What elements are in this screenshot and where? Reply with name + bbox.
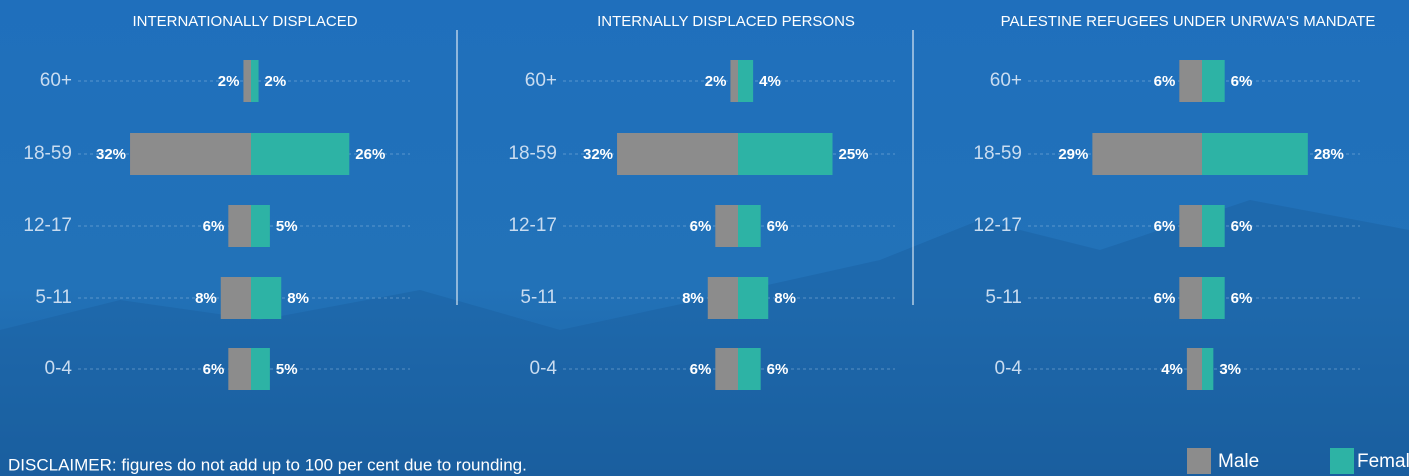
category-label: 0-4 — [45, 358, 73, 379]
data-label: 8% — [287, 290, 309, 307]
data-label: 6% — [1231, 218, 1253, 235]
bar — [708, 277, 738, 319]
category-label: 5-11 — [985, 287, 1022, 308]
data-label: 6% — [1231, 73, 1253, 90]
panel-title: PALESTINE REFUGEES UNDER UNRWA'S MANDATE — [1001, 13, 1376, 30]
data-label: 28% — [1314, 146, 1344, 163]
legend-label: Male — [1218, 451, 1259, 472]
data-label: 4% — [1161, 361, 1183, 378]
legend-label: Female — [1357, 451, 1409, 472]
bar — [221, 277, 251, 319]
bar — [617, 133, 738, 175]
data-label: 6% — [767, 361, 789, 378]
bar — [1179, 277, 1202, 319]
category-label: 0-4 — [530, 358, 558, 379]
category-label: 18-59 — [508, 143, 557, 164]
bar — [1202, 60, 1225, 102]
bar — [243, 60, 251, 102]
category-label: 18-59 — [23, 143, 72, 164]
data-label: 32% — [96, 146, 126, 163]
bar — [730, 60, 738, 102]
category-label: 5-11 — [35, 287, 72, 308]
bar — [738, 60, 753, 102]
bar — [251, 133, 349, 175]
data-label: 8% — [774, 290, 796, 307]
bar — [738, 348, 761, 390]
category-label: 60+ — [525, 70, 557, 91]
data-label: 6% — [1154, 218, 1176, 235]
bar — [1187, 348, 1202, 390]
data-label: 6% — [767, 218, 789, 235]
category-label: 18-59 — [973, 143, 1022, 164]
bar — [1179, 205, 1202, 247]
category-label: 5-11 — [520, 287, 557, 308]
data-label: 2% — [265, 73, 287, 90]
data-label: 32% — [583, 146, 613, 163]
data-label: 6% — [203, 218, 225, 235]
data-label: 6% — [690, 218, 712, 235]
data-label: 6% — [1154, 290, 1176, 307]
bar — [1092, 133, 1202, 175]
data-label: 25% — [839, 146, 869, 163]
data-label: 2% — [218, 73, 240, 90]
category-label: 0-4 — [995, 358, 1023, 379]
bar — [1202, 348, 1213, 390]
data-label: 2% — [705, 73, 727, 90]
bar — [1202, 133, 1308, 175]
data-label: 6% — [1154, 73, 1176, 90]
panel-title: INTERNATIONALLY DISPLACED — [132, 13, 357, 30]
bar — [1179, 60, 1202, 102]
bar — [251, 277, 281, 319]
legend-swatch — [1187, 448, 1211, 474]
chart: DISCLAIMER: figures do not add up to 100… — [0, 0, 1409, 476]
data-label: 6% — [1231, 290, 1253, 307]
bar — [1202, 205, 1225, 247]
bar — [715, 205, 738, 247]
data-label: 29% — [1058, 146, 1088, 163]
category-label: 12-17 — [973, 215, 1022, 236]
category-label: 12-17 — [23, 215, 72, 236]
data-label: 26% — [355, 146, 385, 163]
panel-title: INTERNALLY DISPLACED PERSONS — [597, 13, 855, 30]
category-label: 60+ — [40, 70, 72, 91]
data-label: 6% — [203, 361, 225, 378]
bar — [1202, 277, 1225, 319]
data-label: 5% — [276, 361, 298, 378]
data-label: 8% — [682, 290, 704, 307]
category-label: 12-17 — [508, 215, 557, 236]
data-label: 4% — [759, 73, 781, 90]
bar — [738, 133, 833, 175]
bar — [130, 133, 251, 175]
data-label: 8% — [195, 290, 217, 307]
page: DISCLAIMER: figures do not add up to 100… — [0, 0, 1409, 476]
bar — [715, 348, 738, 390]
bar — [251, 348, 270, 390]
data-label: 6% — [690, 361, 712, 378]
bar — [738, 205, 761, 247]
data-label: 3% — [1219, 361, 1241, 378]
disclaimer: DISCLAIMER: figures do not add up to 100… — [8, 455, 527, 474]
data-label: 5% — [276, 218, 298, 235]
category-label: 60+ — [990, 70, 1022, 91]
bar — [738, 277, 768, 319]
bar — [228, 205, 251, 247]
bar — [228, 348, 251, 390]
bar — [251, 60, 259, 102]
legend-swatch — [1330, 448, 1354, 474]
bar — [251, 205, 270, 247]
